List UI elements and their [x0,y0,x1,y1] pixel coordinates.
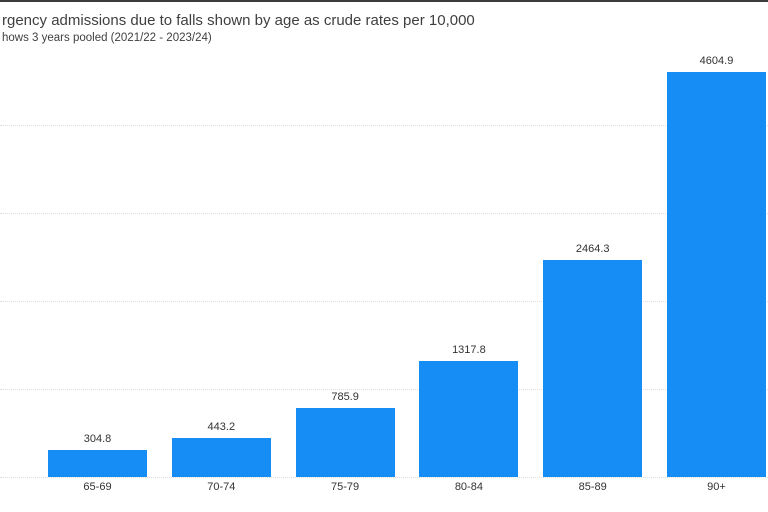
x-axis-label-70-74: 70-74 [207,481,236,493]
window-top-border [0,0,768,2]
x-axis-label-75-79: 75-79 [331,481,360,493]
bar-75-79[interactable] [295,407,395,477]
x-axis-label-65-69: 65-69 [83,481,112,493]
gridline-4000 [0,125,768,127]
chart-subtitle: hows 3 years pooled (2021/22 - 2023/24) [2,32,212,44]
x-axis-label-80-84: 80-84 [454,481,483,493]
bar-65-69[interactable] [48,450,147,477]
bar-80-84[interactable] [419,361,519,477]
bar-value-label-90+: 4604.9 [699,55,734,67]
bar-value-label-65-69: 304.8 [83,433,112,446]
gridline-1000 [0,389,768,391]
x-axis-label-85-89: 85-89 [578,481,607,493]
bar-value-label-75-79: 785.9 [331,390,359,403]
bar-value-label-85-89: 2464.3 [575,243,610,256]
chart-title: rgency admissions due to falls shown by … [2,12,475,29]
gridline-0 [0,477,768,478]
bar-value-label-70-74: 443.2 [207,421,236,434]
bar-value-label-80-84: 1317.8 [452,344,486,357]
bar-90+[interactable] [667,72,766,477]
x-axis-label-90+: 90+ [707,481,726,493]
gridline-2000 [0,301,768,303]
bar-85-89[interactable] [543,260,643,477]
gridline-3000 [0,213,768,215]
bar-70-74[interactable] [171,438,271,477]
